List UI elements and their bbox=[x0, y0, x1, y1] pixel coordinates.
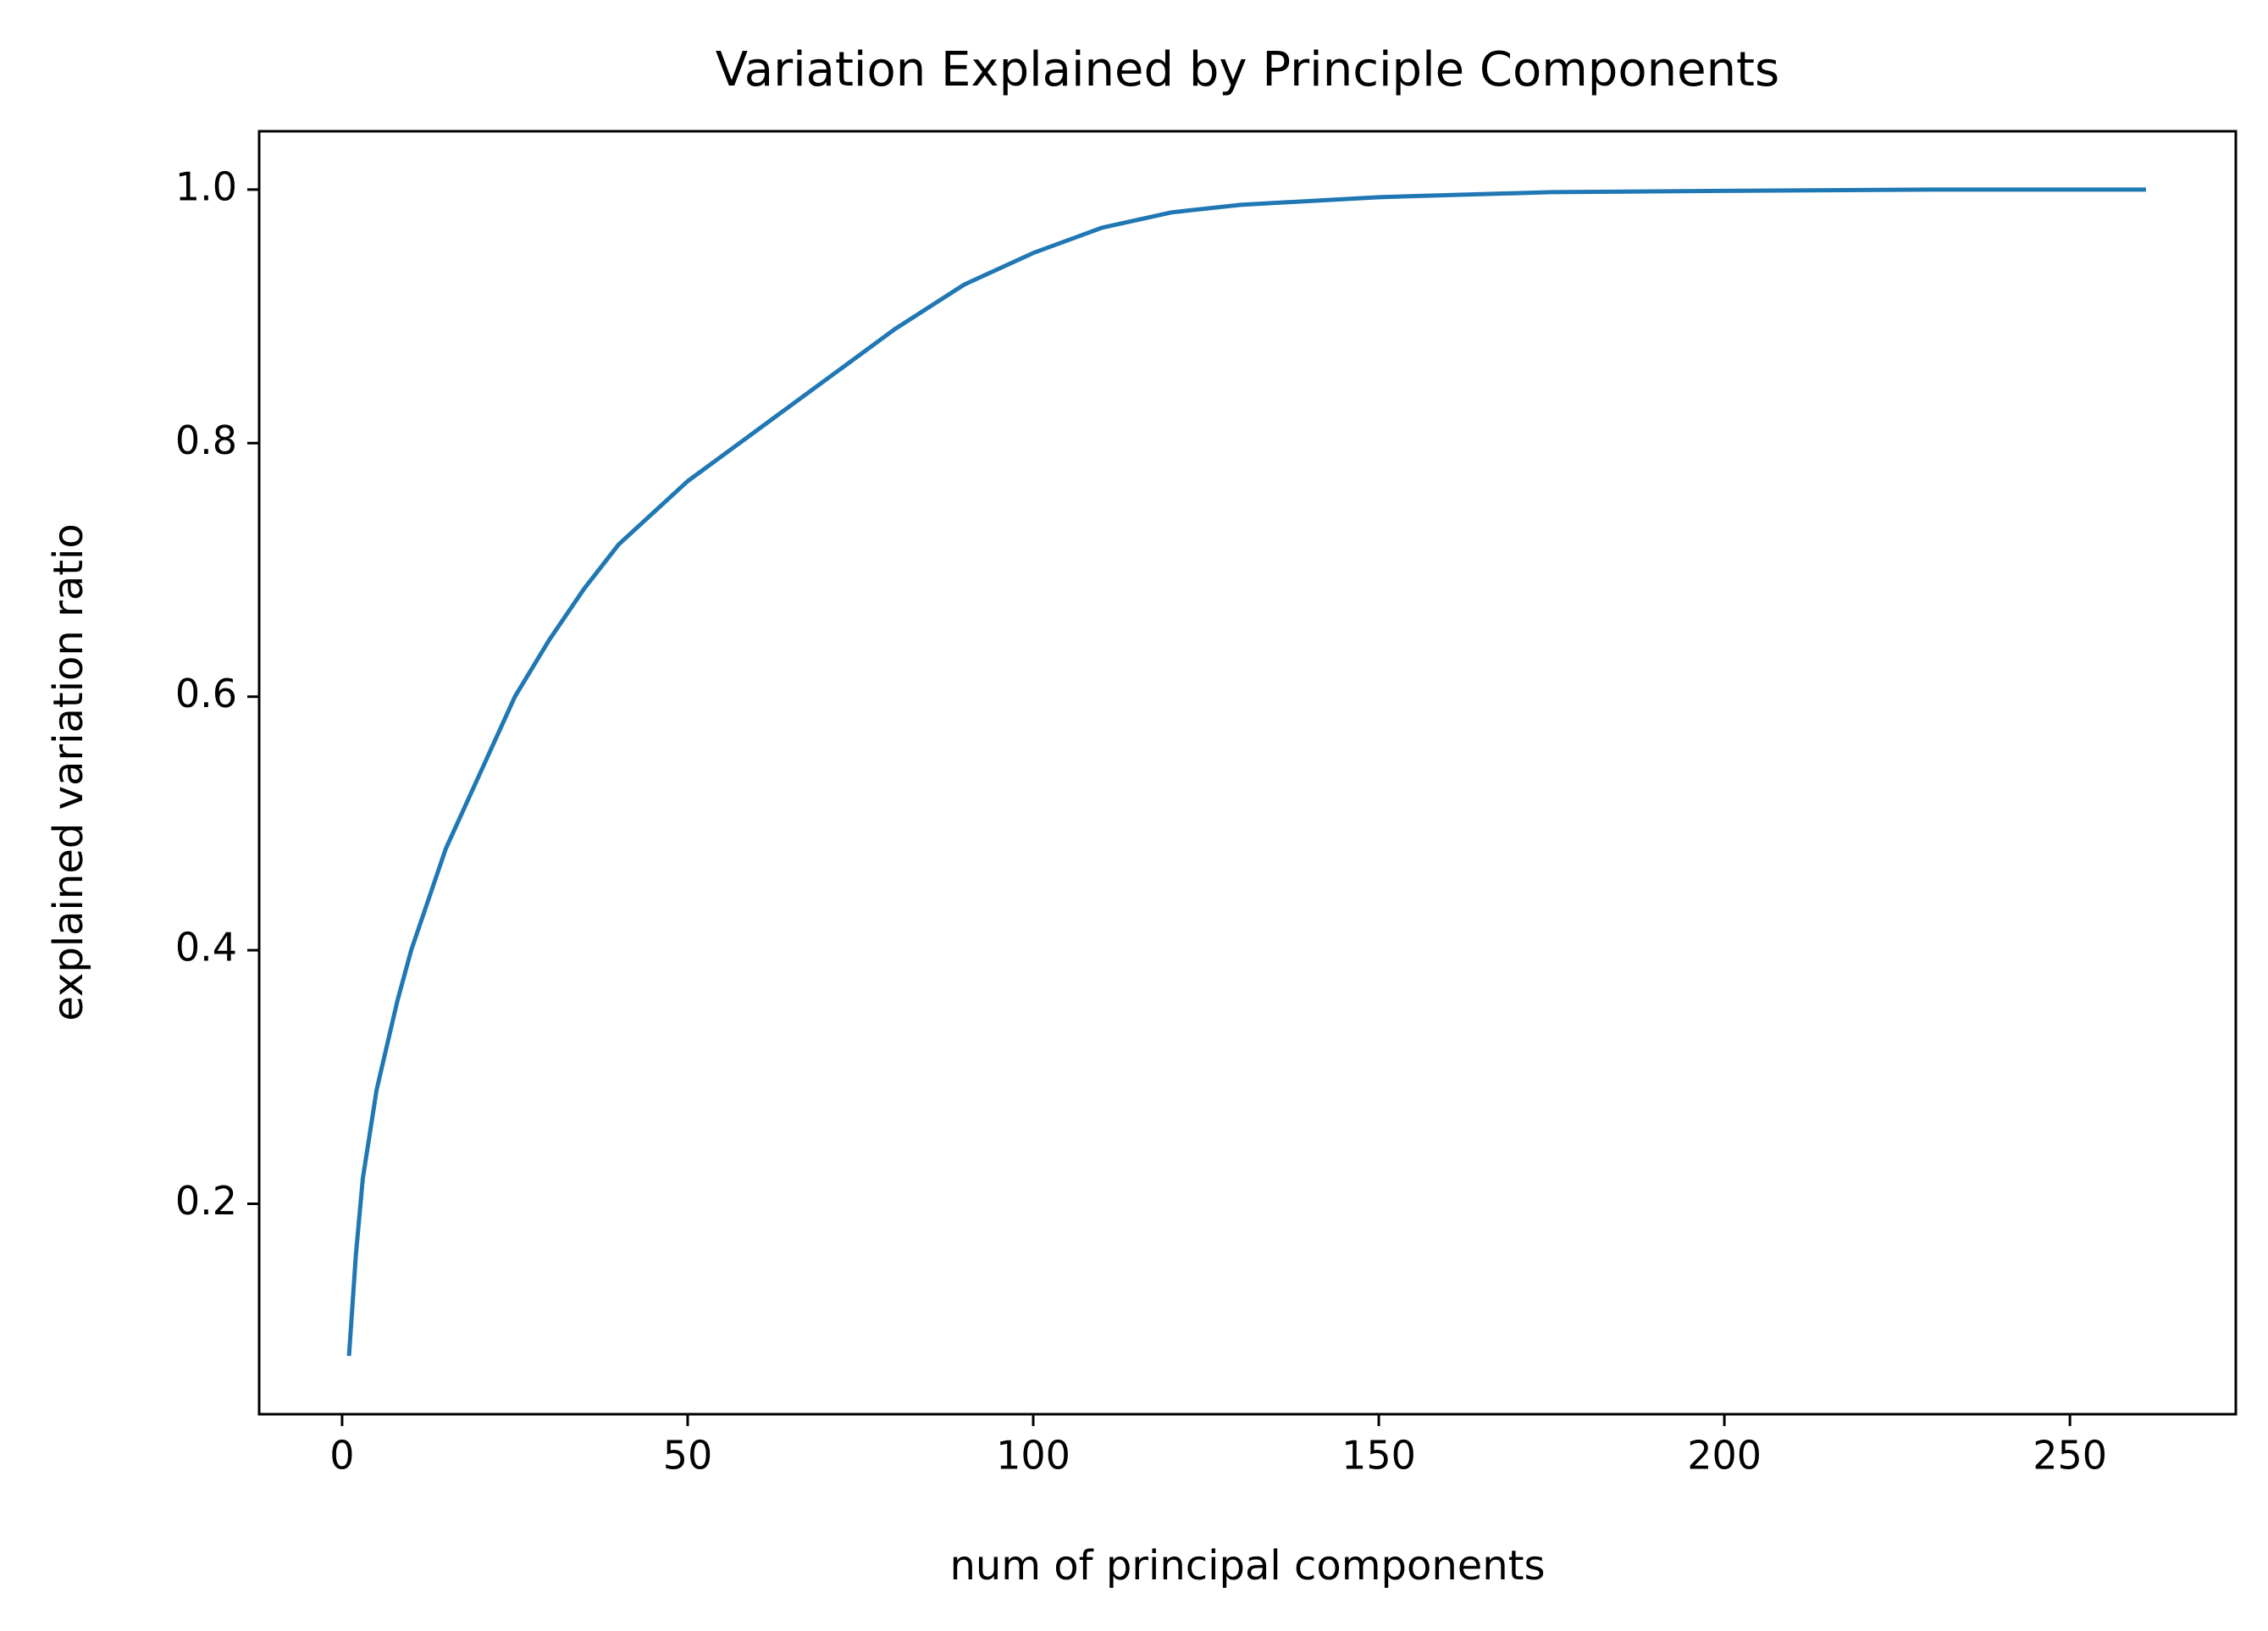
y-tick-label: 0.4 bbox=[175, 925, 237, 970]
x-tick-label: 250 bbox=[2033, 1433, 2107, 1479]
x-tick-label: 200 bbox=[1687, 1433, 1762, 1479]
x-tick-label: 50 bbox=[663, 1433, 713, 1479]
x-axis-label: num of principal components bbox=[949, 1542, 1545, 1590]
x-tick-label: 0 bbox=[329, 1433, 354, 1479]
x-tick-label: 150 bbox=[1341, 1433, 1416, 1479]
y-tick-label: 1.0 bbox=[175, 163, 237, 209]
plot-frame bbox=[257, 130, 2238, 1416]
x-tick-label: 100 bbox=[996, 1433, 1070, 1479]
line bbox=[346, 187, 2146, 1357]
y-tick-label: 0.8 bbox=[175, 417, 237, 463]
y-tick-label: 0.2 bbox=[175, 1178, 237, 1224]
y-tick-label: 0.6 bbox=[175, 671, 237, 716]
chart-title: Variation Explained by Principle Compone… bbox=[716, 42, 1779, 97]
y-axis-label: explained variation ratio bbox=[45, 523, 92, 1021]
